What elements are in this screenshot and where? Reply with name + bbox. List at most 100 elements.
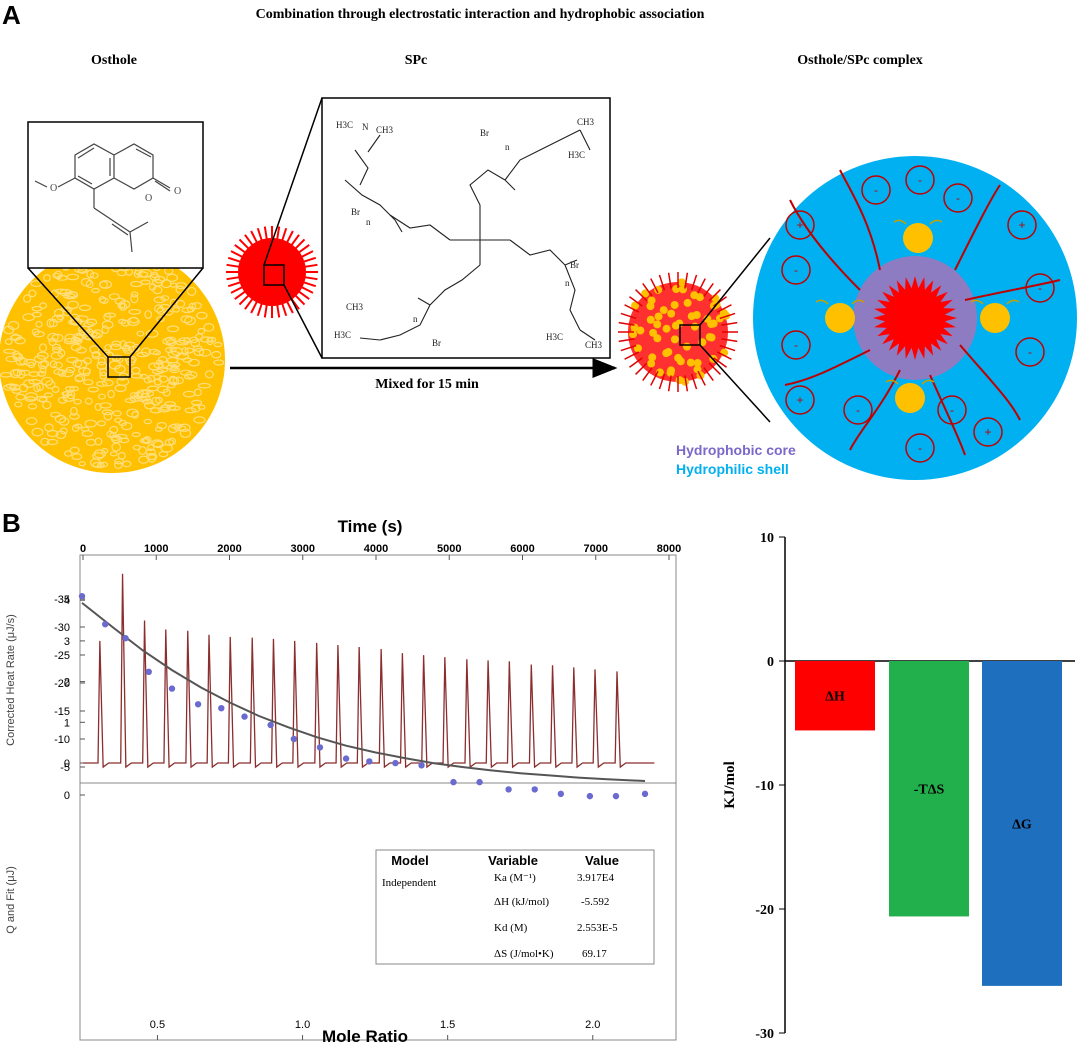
ion-sign: + bbox=[796, 393, 803, 407]
itc-top-xtick-label: 2000 bbox=[217, 543, 241, 555]
ion-circle bbox=[1007, 210, 1037, 240]
itc-bottom-ytick-label: -25 bbox=[54, 650, 70, 662]
ion-circle bbox=[785, 385, 815, 415]
polymer-chain bbox=[839, 169, 881, 271]
ion-circle bbox=[943, 183, 973, 213]
data-point bbox=[316, 744, 324, 751]
osthole-particle bbox=[0, 247, 225, 473]
osthole-structure-icon: O O O bbox=[34, 143, 181, 253]
spc-struct-n-l: n bbox=[366, 217, 371, 227]
data-point bbox=[450, 778, 457, 786]
itc-top-xtick-label: 8000 bbox=[657, 543, 681, 555]
spc-label: SPc bbox=[405, 53, 428, 68]
bar-chart-ylabel: KJ/mol bbox=[722, 761, 738, 809]
ion-circle bbox=[861, 175, 891, 205]
ion-circle bbox=[781, 255, 811, 285]
data-point bbox=[557, 790, 565, 798]
spc-struct-ch3-bl: CH3 bbox=[346, 302, 364, 312]
bar-ytick-label: -20 bbox=[755, 903, 774, 918]
ion-circle bbox=[1025, 273, 1055, 303]
ion-sign: - bbox=[918, 173, 922, 187]
fit-table: Model Variable Value Independent Ka (M⁻¹… bbox=[375, 849, 655, 965]
ion-circle bbox=[937, 395, 967, 425]
fit-table-var-ds: ΔS (J/mol•K) bbox=[494, 948, 554, 960]
spc-struct-br-tr: Br bbox=[480, 128, 489, 138]
fit-curve bbox=[81, 602, 646, 782]
data-point bbox=[290, 735, 298, 743]
bar-ytick-label: -10 bbox=[755, 779, 774, 794]
thermo-bar-chart: KJ/mol 10 0 -10 -20 -30 ΔH -TΔS ΔG bbox=[722, 531, 1075, 1042]
fit-table-header-value: Value bbox=[585, 853, 619, 868]
panel-b-label: B bbox=[2, 508, 21, 538]
ion-sign: - bbox=[918, 441, 922, 455]
spc-struct-n-r: n bbox=[565, 278, 570, 288]
data-point bbox=[241, 713, 248, 720]
itc-top-xtick-label: 7000 bbox=[584, 543, 608, 555]
svg-text:O: O bbox=[50, 183, 57, 194]
spc-struct-h3c-bl: H3C bbox=[334, 330, 351, 340]
itc-bottom-ytick-label: -10 bbox=[54, 734, 70, 746]
fit-table-header-variable: Variable bbox=[488, 853, 538, 868]
osthole-label: Osthole bbox=[91, 53, 137, 68]
itc-top-xtick-label: 1000 bbox=[144, 543, 168, 555]
ion-circle bbox=[905, 165, 935, 195]
spc-struct-h3c-br: H3C bbox=[546, 332, 563, 342]
itc-bottom-ytick-label: -30 bbox=[54, 622, 70, 634]
bar-ytick-label: 0 bbox=[767, 655, 774, 670]
bar-label-2: ΔG bbox=[1012, 817, 1032, 832]
itc-top-ytick-label: 0 bbox=[64, 758, 70, 770]
fit-table-val-ds: 69.17 bbox=[582, 948, 607, 960]
itc-bottom-ytick-label: -15 bbox=[54, 706, 70, 718]
itc-heat-trace bbox=[83, 573, 655, 769]
fit-table-var-kd: Kd (M) bbox=[494, 922, 528, 934]
ion-sign: - bbox=[874, 183, 878, 197]
itc-chart: Time (s) Corrected Heat Rate (μJ/s) Q an… bbox=[5, 517, 681, 1045]
osthole-molecule bbox=[825, 303, 855, 333]
itc-bottom-xtick-label: 2.0 bbox=[585, 1019, 600, 1031]
ion-circle bbox=[781, 330, 811, 360]
ion-sign: + bbox=[796, 218, 803, 232]
data-point bbox=[194, 701, 202, 708]
spc-struct-br-bl: Br bbox=[432, 338, 441, 348]
fit-table-var-ka: Ka (M⁻¹) bbox=[494, 872, 536, 884]
ion-circle bbox=[973, 417, 1003, 447]
data-point bbox=[168, 685, 176, 692]
polymer-chain bbox=[964, 279, 1061, 301]
svg-text:O: O bbox=[145, 193, 152, 204]
spc-struct-n-tr: n bbox=[505, 142, 510, 152]
data-point bbox=[267, 721, 274, 729]
ion-sign: - bbox=[856, 403, 860, 417]
bar-1 bbox=[889, 661, 969, 917]
fit-table-var-dh: ΔH (kJ/mol) bbox=[494, 896, 549, 908]
hydrophobic-core-label: Hydrophobic core bbox=[676, 442, 796, 458]
bar-ytick-label: 10 bbox=[760, 531, 774, 546]
spc-struct-h3c-tr: H3C bbox=[568, 150, 585, 160]
itc-bottom-ytick-label: 0 bbox=[64, 790, 70, 802]
itc-top-xlabel: Time (s) bbox=[338, 517, 403, 536]
itc-top-ytick-label: 2 bbox=[64, 677, 70, 689]
data-point bbox=[641, 790, 649, 798]
ion-sign: - bbox=[794, 338, 798, 352]
bar-ytick-label: -30 bbox=[755, 1027, 774, 1042]
spc-struct-br-r: Br bbox=[570, 260, 579, 270]
data-point bbox=[531, 786, 538, 793]
itc-top-ytick-label: 3 bbox=[64, 636, 70, 648]
hydrophobic-core-spikes bbox=[873, 276, 957, 360]
spc-struct-ch3-tl: CH3 bbox=[376, 125, 394, 135]
spc-struct-ch3-tr: CH3 bbox=[577, 117, 595, 127]
itc-top-ylabel: Corrected Heat Rate (μJ/s) bbox=[5, 614, 17, 746]
data-point bbox=[122, 635, 129, 642]
mixing-arrow-label: Mixed for 15 min bbox=[375, 377, 479, 392]
polymer-chain bbox=[959, 344, 1021, 421]
itc-top-ytick-label: 1 bbox=[64, 717, 70, 729]
ion-sign: - bbox=[1028, 345, 1032, 359]
fit-table-val-ka: 3.917E4 bbox=[577, 872, 614, 884]
data-point bbox=[392, 759, 399, 767]
spc-struct-n-bl: n bbox=[413, 314, 418, 324]
data-point bbox=[418, 762, 425, 769]
itc-bottom-xtick-label: 1.0 bbox=[295, 1019, 310, 1031]
itc-bottom-xtick-label: 1.5 bbox=[440, 1019, 455, 1031]
spc-particle bbox=[226, 97, 323, 359]
itc-top-xtick-label: 5000 bbox=[437, 543, 461, 555]
